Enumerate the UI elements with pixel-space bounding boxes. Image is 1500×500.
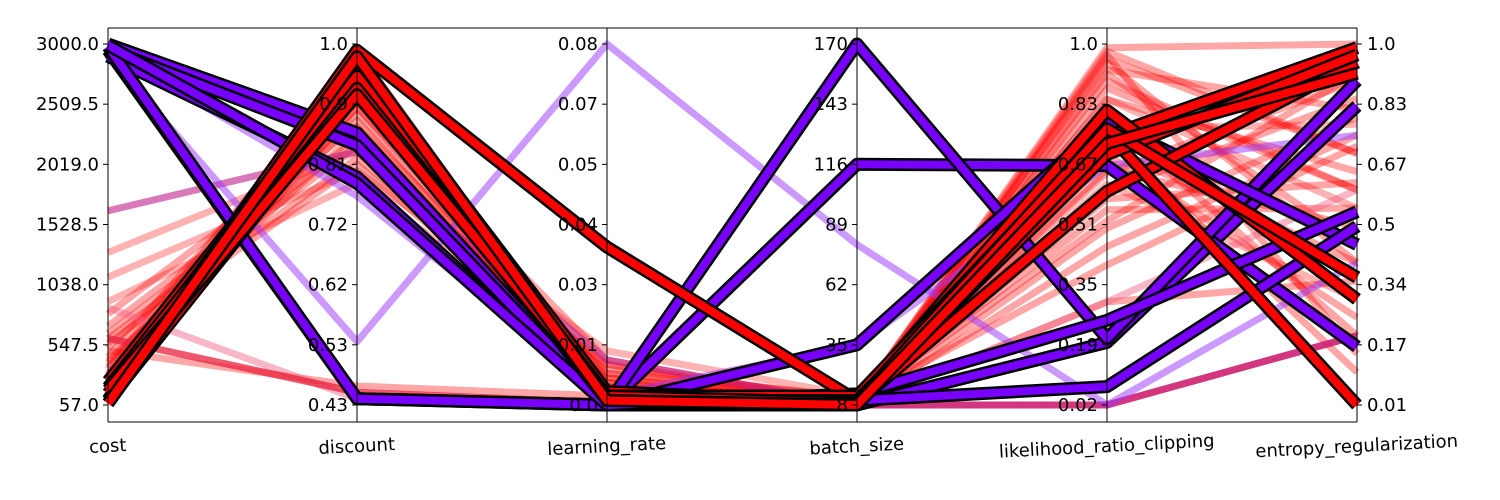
tick-label-entropy_regularization: 0.83 (1367, 94, 1407, 115)
tick-label-cost: 3000.0 (36, 34, 99, 55)
tick-label-cost: 1528.5 (36, 215, 99, 236)
highlighted-lines (102, 37, 1362, 412)
axis-title-batch_size: batch_size (809, 434, 905, 460)
tick-label-learning_rate: 0.08 (558, 34, 598, 55)
tick-label-discount: 0.72 (308, 215, 348, 236)
axes: 3000.0 2509.5 2019.0 1528.5 1038.0 547.5 57.0 c… (36, 27, 1459, 463)
tick-label-cost: 1038.0 (36, 275, 99, 296)
tick-label-batch_size: 143 (814, 94, 848, 115)
tick-label-entropy_regularization: 1.0 (1367, 34, 1396, 55)
tick-label-discount: 1.0 (319, 34, 348, 55)
tick-label-cost: 2509.5 (36, 94, 99, 115)
tick-label-likelihood_ratio_clipping: 0.35 (1058, 275, 1098, 296)
highlighted-line-fill (104, 52, 1359, 409)
tick-label-discount: 0.9 (319, 94, 348, 115)
tick-label-learning_rate: 0.0 (569, 395, 598, 416)
tick-label-learning_rate: 0.04 (558, 215, 598, 236)
tick-label-learning_rate: 0.01 (558, 335, 598, 356)
tick-label-discount: 0.62 (308, 275, 348, 296)
tick-label-likelihood_ratio_clipping: 0.51 (1058, 215, 1098, 236)
tick-label-batch_size: 170 (814, 34, 848, 55)
axis-title-entropy_regularization: entropy_regularization (1255, 431, 1459, 463)
tick-label-cost: 547.5 (47, 335, 99, 356)
tick-label-likelihood_ratio_clipping: 0.19 (1058, 335, 1098, 356)
tick-label-likelihood_ratio_clipping: 0.02 (1058, 395, 1098, 416)
background-line-31 (105, 40, 1359, 409)
axis-title-learning_rate: learning_rate (547, 433, 667, 460)
tick-label-cost: 57.0 (59, 395, 99, 416)
tick-label-learning_rate: 0.05 (558, 154, 598, 175)
tick-label-learning_rate: 0.03 (558, 275, 598, 296)
tick-label-discount: 0.53 (308, 335, 348, 356)
axis-title-discount: discount (318, 434, 396, 459)
tick-label-discount: 0.81 (308, 154, 348, 175)
tick-label-entropy_regularization: 0.34 (1367, 275, 1407, 296)
tick-label-discount: 0.43 (308, 395, 348, 416)
tick-label-batch_size: 8 (837, 395, 848, 416)
tick-label-entropy_regularization: 0.17 (1367, 335, 1407, 356)
tick-label-batch_size: 116 (814, 154, 848, 175)
tick-label-likelihood_ratio_clipping: 1.0 (1069, 34, 1098, 55)
tick-label-batch_size: 62 (825, 275, 848, 296)
tick-label-entropy_regularization: 0.5 (1367, 215, 1396, 236)
axis-title-likelihood_ratio_clipping: likelihood_ratio_clipping (998, 430, 1215, 462)
axis-title-cost: cost (89, 435, 127, 458)
tick-label-entropy_regularization: 0.67 (1367, 154, 1407, 175)
tick-label-likelihood_ratio_clipping: 0.83 (1058, 94, 1098, 115)
highlighted-line-12 (102, 50, 1359, 412)
tick-label-batch_size: 35 (825, 335, 848, 356)
tick-label-likelihood_ratio_clipping: 0.67 (1058, 154, 1098, 175)
tick-label-learning_rate: 0.07 (558, 94, 598, 115)
tick-label-entropy_regularization: 0.01 (1367, 395, 1407, 416)
tick-label-batch_size: 89 (825, 215, 848, 236)
tick-label-cost: 2019.0 (36, 154, 99, 175)
